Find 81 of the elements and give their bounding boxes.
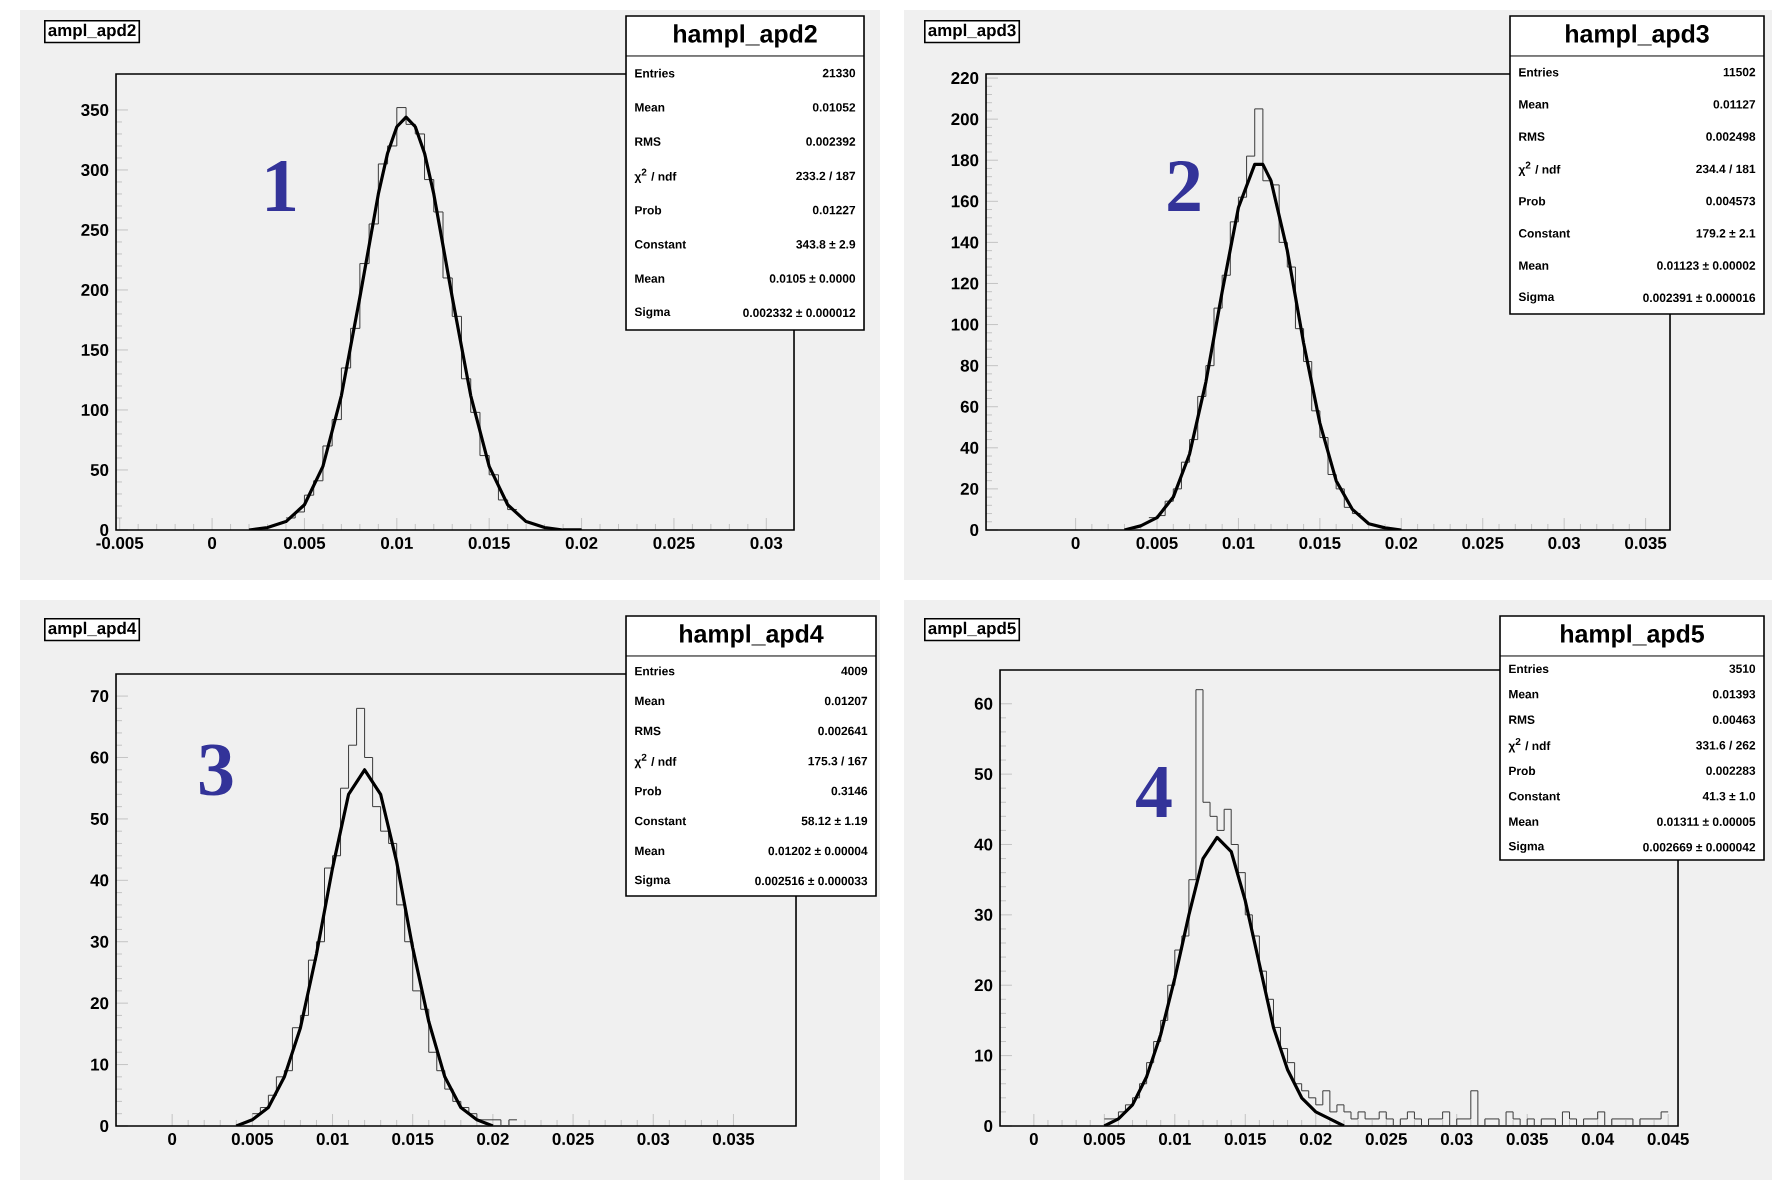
annotation: 2 [1168, 160, 1200, 212]
y-tick-label: 0 [100, 523, 109, 536]
y-tick-label: 40 [960, 441, 979, 454]
y-tick-label: 120 [951, 277, 979, 290]
y-tick-label: 0 [984, 1119, 993, 1132]
y-tick-label: 60 [974, 697, 993, 710]
x-tick-label: 0.035 [1625, 537, 1667, 550]
y-tick-label: 50 [90, 463, 109, 476]
y-tick-label: 20 [960, 482, 979, 495]
y-tick-label: 150 [81, 343, 109, 356]
x-tick-label: 0.015 [392, 1133, 434, 1145]
x-tick-label: 0.045 [1647, 1133, 1689, 1145]
x-tick-label: 0.015 [1299, 537, 1341, 549]
y-tick-label: 60 [90, 751, 109, 764]
y-tick-label: 140 [951, 236, 979, 249]
x-tick-label: 0.015 [1224, 1133, 1266, 1145]
y-tick-label: 200 [81, 283, 109, 296]
x-tick-label: 0.005 [283, 537, 326, 549]
x-tick-label: 0.04 [1581, 1133, 1615, 1145]
x-tick-label: 0.025 [1365, 1133, 1407, 1145]
x-tick-label: 0 [1071, 537, 1080, 549]
y-tick-label: 30 [974, 908, 993, 921]
y-tick-label: 20 [974, 979, 993, 992]
y-tick-label: 100 [81, 403, 109, 416]
annotation: 4 [1136, 767, 1172, 817]
y-tick-label: 100 [951, 318, 979, 331]
chart-title: ampl_apd3 [928, 23, 1016, 40]
y-tick-label: 300 [81, 163, 109, 176]
y-tick-label: 0 [970, 523, 979, 536]
x-tick-label: 0.025 [653, 537, 695, 549]
x-tick-label: 0.02 [1385, 537, 1418, 549]
chart-subtitle: hampl_apd4 [680, 624, 824, 648]
y-tick-label: 250 [81, 223, 109, 236]
x-tick-label: 0.035 [712, 1133, 755, 1146]
y-tick-label: 200 [951, 113, 979, 126]
x-tick-label: 0.01 [381, 537, 413, 549]
x-tick-label: 0.035 [1506, 1133, 1548, 1146]
x-tick-label: 0 [1029, 1133, 1038, 1145]
y-tick-label: 30 [90, 935, 109, 948]
x-tick-label: 0.02 [1299, 1133, 1332, 1145]
x-tick-label: 0.025 [1462, 537, 1504, 549]
y-tick-label: 50 [90, 812, 109, 825]
y-tick-label: 180 [951, 154, 979, 167]
x-tick-label: 0 [168, 1133, 177, 1145]
x-tick-label: 0.025 [552, 1133, 594, 1145]
chart-subtitle: hampl_apd5 [1561, 624, 1704, 648]
x-tick-label: 0.005 [231, 1133, 274, 1145]
x-tick-label: 0.015 [468, 537, 510, 549]
x-tick-label: 0.02 [477, 1133, 509, 1145]
y-tick-label: 220 [951, 72, 979, 85]
x-tick-label: 0.005 [1083, 1133, 1126, 1145]
x-tick-label: 0.01 [1158, 1133, 1191, 1145]
chart-subtitle: hampl_apd3 [1566, 24, 1709, 48]
annotation: 1 [267, 160, 296, 211]
x-tick-label: 0 [208, 537, 217, 549]
chart-title: ampl_apd5 [928, 621, 1016, 638]
y-tick-label: 50 [974, 768, 993, 781]
x-tick-label: 0.03 [637, 1133, 670, 1146]
x-tick-label: 0.01 [316, 1133, 349, 1145]
y-tick-label: 40 [90, 874, 109, 887]
x-tick-label: 0.005 [1136, 537, 1178, 549]
x-tick-label: 0.03 [1548, 537, 1581, 550]
x-tick-label: 0.02 [565, 537, 598, 549]
y-tick-label: 60 [960, 400, 979, 413]
y-tick-label: 350 [81, 103, 109, 116]
annotation: 3 [199, 744, 233, 796]
x-tick-label: 0.01 [1222, 537, 1255, 549]
x-tick-label: 0.03 [750, 537, 783, 550]
x-tick-label: 0.03 [1440, 1133, 1473, 1146]
y-tick-label: 0 [100, 1119, 109, 1132]
y-tick-label: 70 [90, 690, 109, 703]
chart-title: ampl_apd4 [48, 621, 137, 638]
y-tick-label: 80 [960, 359, 979, 372]
y-tick-label: 40 [974, 838, 993, 851]
y-tick-label: 10 [975, 1049, 993, 1062]
y-tick-label: 10 [91, 1058, 109, 1071]
chart-subtitle: hampl_apd2 [674, 24, 817, 48]
y-tick-label: 20 [90, 997, 109, 1010]
y-tick-label: 160 [951, 195, 979, 208]
chart-title: ampl_apd2 [48, 23, 136, 40]
x-tick-label: -0.005 [96, 537, 144, 549]
